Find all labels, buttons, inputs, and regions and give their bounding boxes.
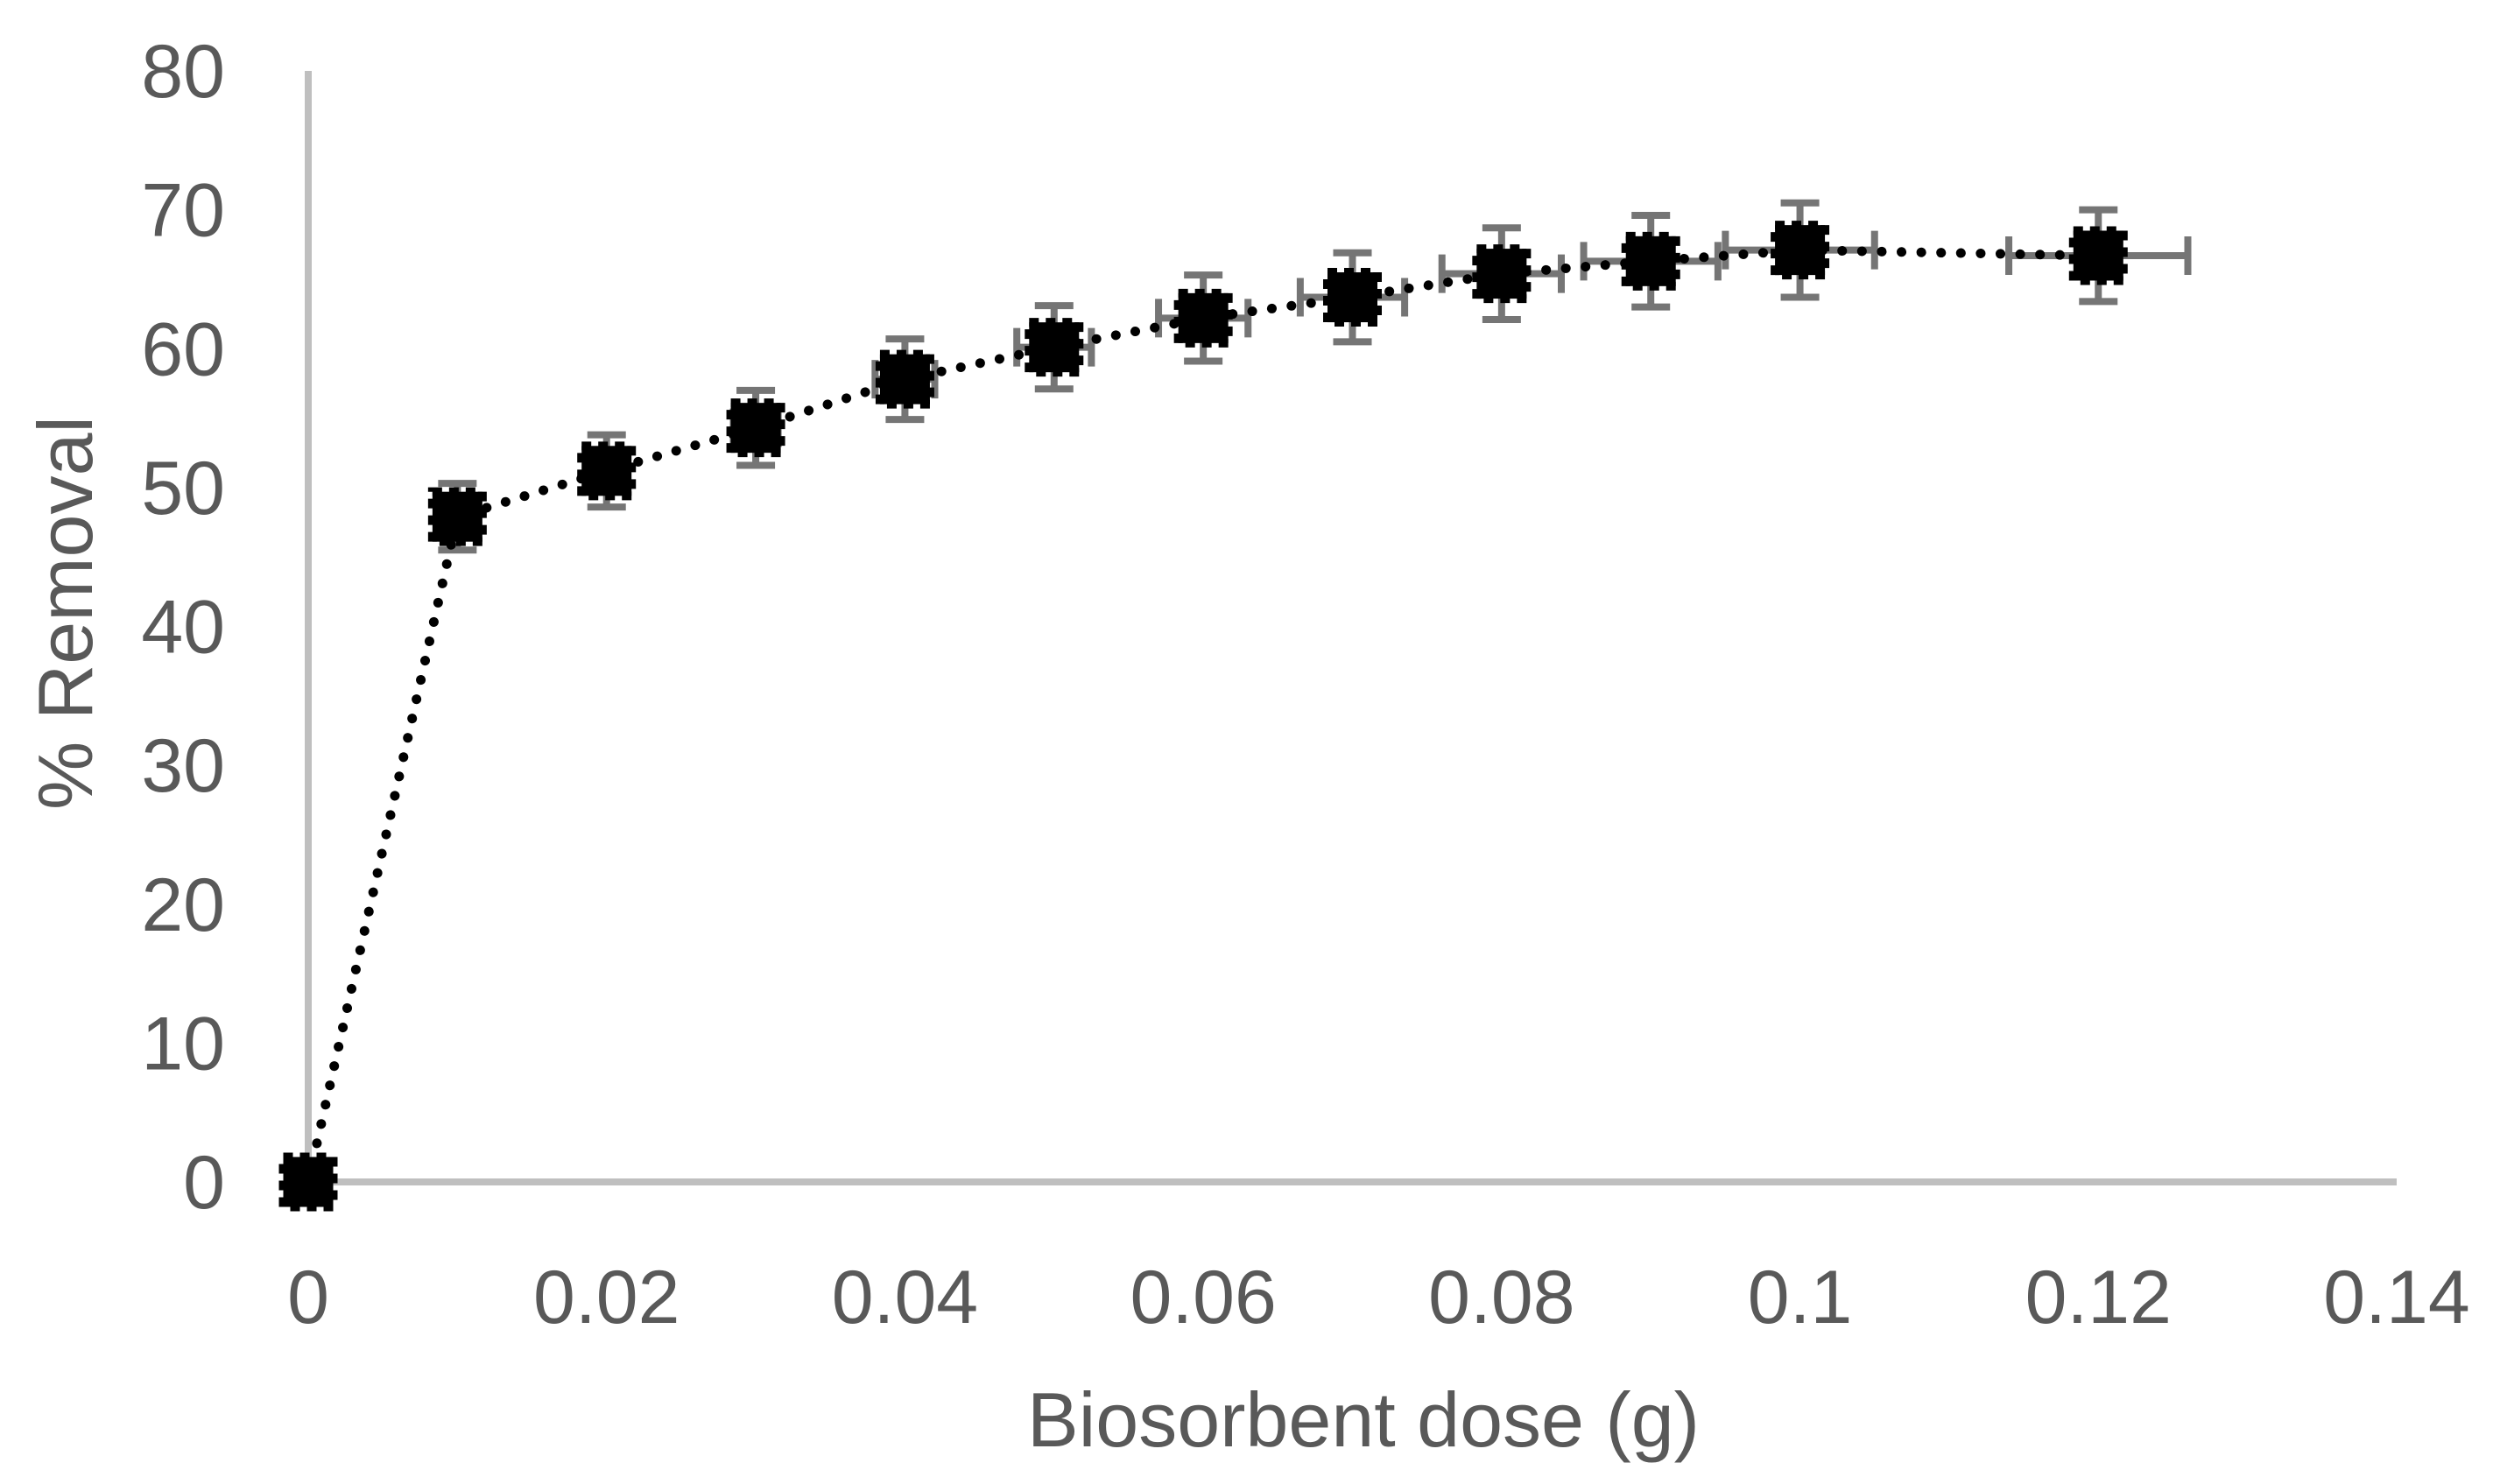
y-axis-title: % Removal xyxy=(22,416,109,810)
x-tick-label: 0.08 xyxy=(1428,1255,1574,1340)
x-tick-label: 0.04 xyxy=(832,1255,978,1340)
data-point-marker xyxy=(875,349,934,409)
data-point-marker xyxy=(427,487,487,546)
x-axis-title: Biosorbent dose (g) xyxy=(1027,1376,1700,1463)
data-point-marker xyxy=(1025,318,1084,377)
x-tick-label: 0.1 xyxy=(1748,1255,1853,1340)
x-tick-label: 0.14 xyxy=(2323,1255,2469,1340)
y-tick-label: 40 xyxy=(141,586,225,670)
y-axis-tick-labels: 0 10 20 30 40 50 60 70 80 xyxy=(141,30,225,1225)
axes xyxy=(305,71,2397,1185)
y-tick-label: 80 xyxy=(141,30,225,114)
data-point-marker xyxy=(278,1152,338,1212)
series-line-layer xyxy=(303,245,2103,1187)
data-point-marker xyxy=(1173,288,1233,348)
data-point-marker xyxy=(1472,244,1532,304)
y-tick-label: 20 xyxy=(141,863,225,947)
data-point-marker xyxy=(1771,221,1830,280)
x-tick-label: 0.06 xyxy=(1130,1255,1276,1340)
x-tick-label: 0.02 xyxy=(533,1255,680,1340)
x-tick-label: 0.12 xyxy=(2025,1255,2172,1340)
y-tick-label: 70 xyxy=(141,169,225,253)
data-point-markers xyxy=(278,221,2128,1212)
y-tick-label: 50 xyxy=(141,447,225,531)
data-point-marker xyxy=(2068,226,2128,285)
y-tick-label: 60 xyxy=(141,307,225,391)
y-tick-label: 0 xyxy=(183,1141,225,1225)
y-tick-label: 30 xyxy=(141,724,225,808)
data-point-marker xyxy=(726,398,785,458)
x-axis-tick-labels: 0 0.02 0.04 0.06 0.08 0.1 0.12 0.14 xyxy=(287,1255,2470,1340)
y-tick-label: 10 xyxy=(141,1002,225,1086)
data-point-marker xyxy=(1621,231,1680,291)
x-tick-label: 0 xyxy=(287,1255,329,1340)
series-line xyxy=(303,245,2103,1187)
data-point-marker xyxy=(577,441,637,501)
data-point-marker xyxy=(1323,268,1382,327)
